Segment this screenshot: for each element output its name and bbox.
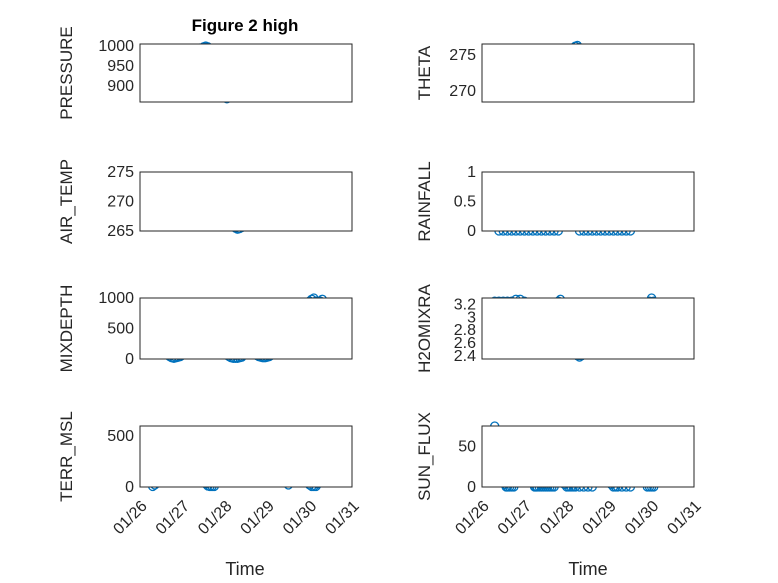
panel-mixdepth: 1000 500 0 MIXDEPTH (57, 285, 353, 373)
y-tick-label: 1 (467, 164, 476, 181)
y-tick-label: 500 (107, 428, 134, 445)
figure-title: Figure 2 high (192, 16, 299, 35)
y-tick-label: 270 (107, 194, 134, 211)
x-tick-label: 01/30 (622, 498, 662, 538)
y-tick-label: 2.8 (454, 322, 476, 339)
y-tick-label: 275 (449, 47, 476, 64)
y-axis-label: RAINFALL (415, 161, 434, 241)
y-tick-label: 0 (125, 479, 134, 496)
x-tick-label: 01/26 (452, 498, 492, 538)
y-tick-label: 1000 (98, 290, 134, 307)
axes-frame (481, 425, 695, 488)
panel-h2omixra: 3.232.82.62.4 H2OMIXRA (415, 283, 695, 373)
panel-theta: 275 270 THETA (415, 40, 695, 103)
axes-frame (481, 297, 695, 360)
x-tick-label: 01/28 (537, 498, 577, 538)
y-axis-label: SUN_FLUX (415, 412, 434, 501)
x-tick-label: 01/26 (110, 498, 150, 538)
panel-sun_flux: 50 0 SUN_FLUX 01/26 01/27 01/28 01/29 01/30 01/3… (415, 412, 705, 538)
x-tick-label: 01/27 (495, 498, 535, 538)
y-tick-label: 1000 (98, 38, 134, 55)
y-tick-label: 3 (467, 309, 476, 326)
y-tick-label: 900 (107, 78, 134, 95)
x-tick-label: 01/28 (195, 498, 235, 538)
y-tick-label: 265 (107, 223, 134, 240)
y-tick-label: 3.2 (454, 296, 476, 313)
x-tick-label: 01/29 (238, 498, 278, 538)
x-axis-label-right: Time (568, 559, 607, 579)
y-axis-label: THETA (415, 45, 434, 100)
y-tick-label: 950 (107, 58, 134, 75)
y-tick-label: 500 (107, 321, 134, 338)
axes-frame (481, 43, 695, 103)
panel-air_temp: 275 270 265 AIR_TEMP (57, 159, 353, 244)
y-tick-label: 0 (125, 351, 134, 368)
y-axis-label: MIXDEPTH (57, 285, 76, 373)
y-tick-label: 270 (449, 83, 476, 100)
axes-frame (481, 171, 695, 232)
y-axis-label: H2OMIXRA (415, 283, 434, 372)
y-tick-label: 0 (467, 479, 476, 496)
y-tick-label: 275 (107, 164, 134, 181)
y-axis-label: TERR_MSL (57, 411, 76, 502)
x-tick-label: 01/27 (153, 498, 193, 538)
x-tick-label: 01/30 (280, 498, 320, 538)
panel-terr_msl: 500 0 TERR_MSL 01/26 01/27 01/28 01/29 01/30 01/… (57, 411, 363, 538)
x-axis-label-left: Time (225, 559, 264, 579)
axes-frame (139, 297, 353, 360)
panel-rainfall: 1 0.5 0 RAINFALL (415, 161, 695, 242)
x-tick-label: 01/31 (322, 498, 362, 538)
panel-pressure: 1000 950 900 PRESSURE (57, 26, 353, 120)
y-tick-label: 0 (467, 223, 476, 240)
axes-frame (139, 425, 353, 488)
axes-frame (139, 171, 353, 232)
y-tick-label: 50 (458, 438, 476, 455)
y-tick-label: 2.4 (454, 348, 476, 365)
y-axis-label: AIR_TEMP (57, 159, 76, 244)
y-tick-label: 0.5 (454, 194, 476, 211)
x-tick-label: 01/29 (580, 498, 620, 538)
x-tick-label: 01/31 (664, 498, 704, 538)
axes-frame (139, 43, 353, 103)
y-axis-label: PRESSURE (57, 26, 76, 120)
y-tick-label: 2.6 (454, 335, 476, 352)
